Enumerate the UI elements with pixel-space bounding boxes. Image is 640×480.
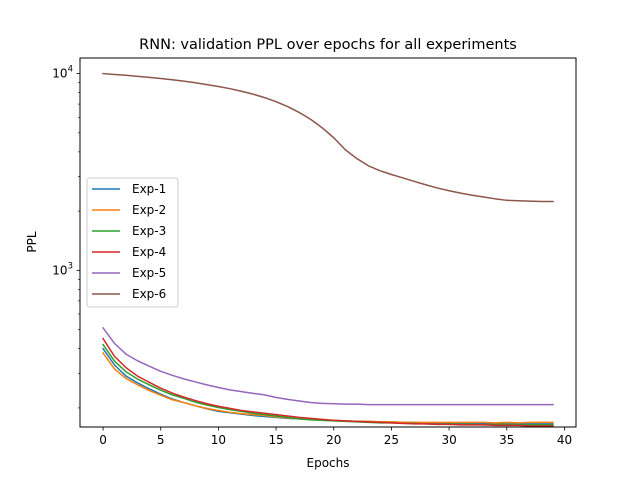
series-line-5 (102, 326, 554, 406)
legend-label: Exp-4 (132, 245, 166, 259)
x-tick-label: 25 (384, 433, 399, 447)
series-line-4 (102, 337, 554, 427)
x-tick-label: 5 (157, 433, 165, 447)
y-axis: 103 104 (52, 65, 80, 409)
legend-label: Exp-6 (132, 287, 166, 301)
chart-title: RNN: validation PPL over epochs for all … (139, 37, 517, 53)
plot-frame (79, 57, 577, 428)
y-tick-label: 103 (52, 261, 73, 277)
y-axis-label: PPL (25, 231, 39, 252)
legend-label: Exp-3 (132, 224, 166, 238)
legend-label: Exp-5 (132, 266, 166, 280)
x-axis: 0 5 10 15 20 25 30 35 40 (99, 427, 572, 447)
series-line-6 (102, 72, 554, 203)
legend-label: Exp-1 (132, 182, 166, 196)
x-tick-label: 35 (499, 433, 514, 447)
x-tick-label: 30 (441, 433, 456, 447)
legend-label: Exp-2 (132, 203, 166, 217)
y-tick-label: 104 (52, 65, 73, 81)
x-tick-label: 10 (211, 433, 226, 447)
x-tick-label: 40 (557, 433, 572, 447)
x-tick-label: 0 (99, 433, 107, 447)
x-tick-label: 20 (326, 433, 341, 447)
x-tick-label: 15 (268, 433, 283, 447)
legend: Exp-1 Exp-2 Exp-3 Exp-4 Exp-5 Exp-6 (86, 177, 179, 308)
x-axis-label: Epochs (307, 456, 350, 470)
plot-lines (102, 72, 554, 427)
